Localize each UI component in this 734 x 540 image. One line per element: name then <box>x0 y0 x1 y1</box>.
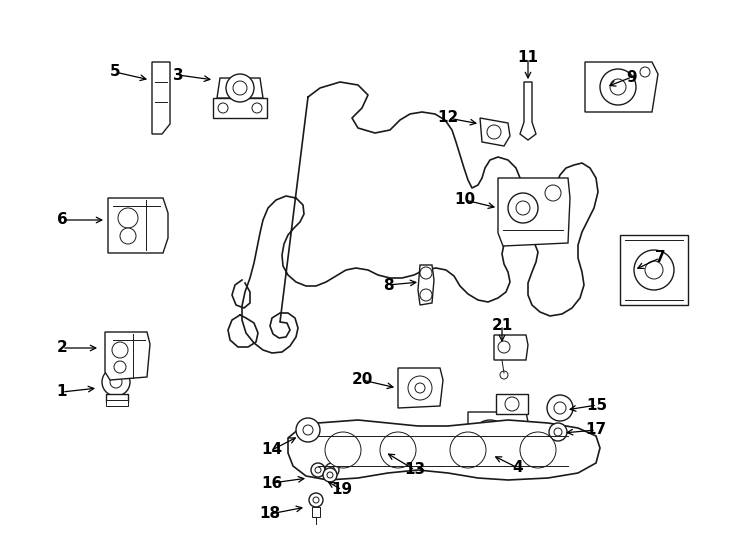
Circle shape <box>323 468 337 482</box>
Circle shape <box>380 432 416 468</box>
Circle shape <box>482 430 498 446</box>
Circle shape <box>252 103 262 113</box>
Polygon shape <box>496 394 528 414</box>
Circle shape <box>329 467 335 473</box>
Circle shape <box>102 368 130 396</box>
Circle shape <box>420 267 432 279</box>
Circle shape <box>309 493 323 507</box>
Circle shape <box>415 383 425 393</box>
Text: 3: 3 <box>172 68 184 83</box>
Text: 17: 17 <box>586 422 606 437</box>
Polygon shape <box>494 335 528 360</box>
Circle shape <box>610 79 626 95</box>
Circle shape <box>110 376 122 388</box>
Circle shape <box>112 342 128 358</box>
Circle shape <box>547 395 573 421</box>
Circle shape <box>408 376 432 400</box>
Circle shape <box>226 74 254 102</box>
Polygon shape <box>468 412 530 464</box>
Circle shape <box>325 432 361 468</box>
Circle shape <box>634 250 674 290</box>
Text: 18: 18 <box>259 507 280 522</box>
Text: 7: 7 <box>655 251 665 266</box>
Circle shape <box>325 463 339 477</box>
Circle shape <box>487 125 501 139</box>
Circle shape <box>640 67 650 77</box>
Circle shape <box>549 423 567 441</box>
Circle shape <box>600 69 636 105</box>
Circle shape <box>118 208 138 228</box>
Circle shape <box>472 420 508 456</box>
Circle shape <box>311 463 325 477</box>
Circle shape <box>303 425 313 435</box>
Circle shape <box>505 397 519 411</box>
Polygon shape <box>498 178 570 246</box>
Text: 12: 12 <box>437 111 459 125</box>
Polygon shape <box>418 265 434 305</box>
Circle shape <box>218 103 228 113</box>
Text: 6: 6 <box>57 213 68 227</box>
Polygon shape <box>480 118 510 146</box>
Text: 21: 21 <box>491 318 512 333</box>
Text: 14: 14 <box>261 442 283 457</box>
Circle shape <box>315 467 321 473</box>
FancyBboxPatch shape <box>106 400 128 406</box>
Text: 5: 5 <box>109 64 120 79</box>
Polygon shape <box>105 332 150 380</box>
Polygon shape <box>398 368 443 408</box>
Polygon shape <box>213 98 267 118</box>
Polygon shape <box>288 420 600 480</box>
Text: 20: 20 <box>352 373 373 388</box>
Circle shape <box>508 193 538 223</box>
Polygon shape <box>620 235 688 305</box>
Polygon shape <box>108 198 168 253</box>
Polygon shape <box>152 62 170 134</box>
Circle shape <box>554 428 562 436</box>
Text: 9: 9 <box>627 70 637 84</box>
Text: 4: 4 <box>512 461 523 476</box>
Circle shape <box>498 341 510 353</box>
Circle shape <box>233 81 247 95</box>
Text: 19: 19 <box>332 483 352 497</box>
Circle shape <box>645 261 663 279</box>
Circle shape <box>296 418 320 442</box>
FancyBboxPatch shape <box>312 507 320 517</box>
Circle shape <box>327 472 333 478</box>
Text: 1: 1 <box>57 384 68 400</box>
Polygon shape <box>520 82 536 140</box>
Text: 10: 10 <box>454 192 476 207</box>
Circle shape <box>420 289 432 301</box>
Circle shape <box>313 497 319 503</box>
Circle shape <box>554 402 566 414</box>
Polygon shape <box>585 62 658 112</box>
Polygon shape <box>217 78 263 98</box>
Text: 16: 16 <box>261 476 283 490</box>
Circle shape <box>520 432 556 468</box>
Text: 13: 13 <box>404 462 426 477</box>
Text: 11: 11 <box>517 51 539 65</box>
Circle shape <box>500 371 508 379</box>
Text: 15: 15 <box>586 397 608 413</box>
Circle shape <box>120 228 136 244</box>
FancyBboxPatch shape <box>106 394 128 402</box>
Circle shape <box>516 201 530 215</box>
Text: 8: 8 <box>382 278 393 293</box>
Circle shape <box>114 361 126 373</box>
Text: 2: 2 <box>57 341 68 355</box>
Circle shape <box>545 185 561 201</box>
Circle shape <box>450 432 486 468</box>
